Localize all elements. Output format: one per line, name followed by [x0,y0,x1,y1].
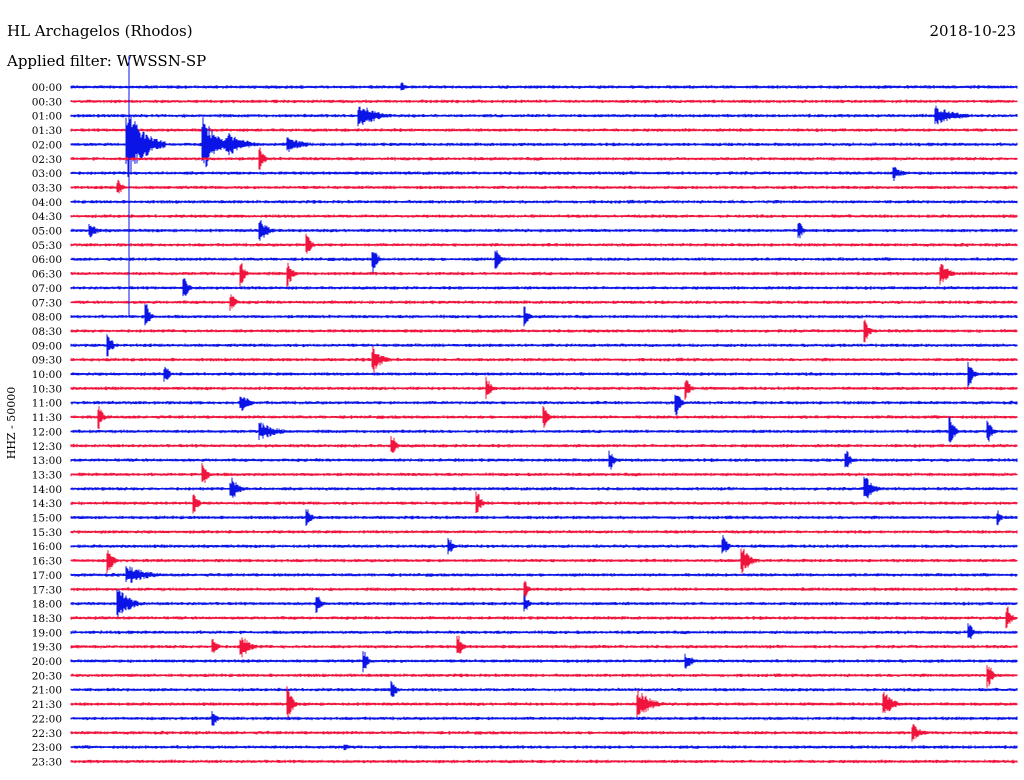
trace-row [70,179,1018,194]
time-tick-label: 17:00 [32,570,62,582]
time-tick-label: 17:30 [32,584,62,596]
trace-row [70,108,1018,177]
time-tick-label: 21:30 [32,699,62,711]
time-tick-label: 16:30 [32,556,62,568]
time-tick-label: 06:30 [32,269,62,281]
time-tick-label: 00:00 [32,82,62,94]
trace-row [70,623,1018,639]
time-tick-label: 21:00 [32,685,62,697]
time-tick-label: 04:00 [32,197,62,209]
time-tick-label: 10:00 [32,369,62,381]
time-tick-label: 14:30 [32,498,62,510]
time-tick-label: 12:00 [32,426,62,438]
time-tick-label: 07:30 [32,297,62,309]
time-tick-label: 02:30 [32,154,62,166]
time-tick-label: 11:30 [32,412,62,424]
time-tick-label: 13:30 [32,469,62,481]
y-axis-label: HHZ - 50000 [5,387,18,460]
time-tick-label: 16:00 [32,541,62,553]
time-tick-label: 22:30 [32,728,62,740]
time-tick-label: 23:00 [32,742,62,754]
time-tick-label: 10:30 [32,383,62,395]
plot-date: 2018-10-23 [930,22,1016,40]
time-tick-label: 09:30 [32,355,62,367]
time-tick-label: 00:30 [32,96,62,108]
time-tick-label: 13:00 [32,455,62,467]
time-tick-label: 09:00 [32,340,62,352]
trace-row [70,665,1018,688]
time-tick-label: 08:30 [32,326,62,338]
time-tick-label: 11:00 [32,398,62,410]
trace-row [70,436,1018,453]
filter-label: Applied filter: WWSSN-SP [6,52,206,70]
time-tick-label: 22:00 [32,713,62,725]
time-tick-label: 05:00 [32,226,62,238]
trace-row [70,233,1018,254]
trace-row [70,463,1018,483]
time-tick-label: 02:00 [32,139,62,151]
time-tick-label: 01:30 [32,125,62,137]
time-tick-label: 23:30 [32,756,62,768]
time-tick-label: 15:30 [32,527,62,539]
trace-row [70,362,1018,388]
trace-row [70,686,1018,719]
trace-row [70,680,1018,697]
trace-row [70,476,1018,499]
time-tick-label: 19:30 [32,642,62,654]
time-tick-labels: 00:00 00:30 01:00 01:30 02:00 02:30 03:00 03:30… [32,82,62,768]
trace-row [70,250,1018,274]
trace-row [70,535,1018,555]
trace-row [70,166,1018,181]
seismogram-traces [70,82,1018,764]
time-tick-label: 03:30 [32,182,62,194]
trace-row [70,304,1018,327]
time-tick-label: 20:00 [32,656,62,668]
time-tick-label: 12:30 [32,441,62,453]
time-tick-label: 20:30 [32,670,62,682]
time-tick-label: 06:00 [32,254,62,266]
station-title: HL Archagelos (Rhodos) [7,22,193,40]
trace-row [70,262,1018,288]
time-tick-label: 15:00 [32,513,62,525]
time-tick-label: 08:00 [32,312,62,324]
time-tick-label: 03:00 [32,168,62,180]
time-tick-label: 19:00 [32,627,62,639]
time-tick-label: 05:30 [32,240,62,252]
time-tick-label: 04:30 [32,211,62,223]
time-tick-label: 01:00 [32,111,62,123]
time-tick-label: 07:00 [32,283,62,295]
time-tick-label: 18:30 [32,613,62,625]
time-tick-label: 14:00 [32,484,62,496]
time-tick-label: 18:00 [32,599,62,611]
